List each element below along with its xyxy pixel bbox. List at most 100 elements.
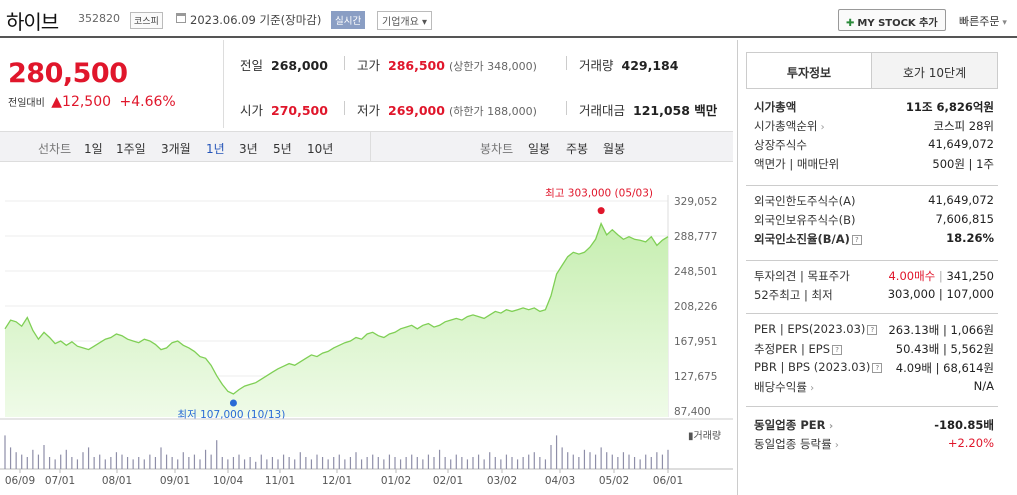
volume-bar (455, 454, 457, 469)
high-label: 최고 303,000 (05/03) (545, 188, 653, 200)
help-icon[interactable]: ? (867, 325, 878, 335)
period-1y[interactable]: 1년 (206, 142, 225, 156)
volume-label: ▮거래량 (688, 430, 721, 442)
volume-bar (115, 452, 118, 469)
period-5y[interactable]: 5년 (273, 142, 292, 156)
amount-label: 거래대금 (579, 103, 626, 118)
stock-code: 352820 (78, 12, 120, 25)
volume-bar (87, 447, 90, 469)
volume-bar (316, 454, 318, 469)
change-label: 전일대비 (8, 98, 45, 109)
prev-label: 전일 (240, 58, 264, 73)
info-value: 코스피 28위 (933, 119, 994, 133)
chevron-right-icon: › (806, 383, 815, 394)
realtime-badge[interactable]: 실시간 (331, 11, 366, 29)
period-1d[interactable]: 1일 (84, 142, 103, 156)
volume-bar (15, 452, 17, 469)
x-tick-label: 02/01 (433, 475, 463, 487)
volume-bar (578, 457, 580, 469)
y-tick-label: 208,226 (674, 301, 718, 313)
info-label: 외국인한도주식수(A) (754, 194, 856, 208)
volume-bar (182, 452, 184, 469)
volume-bar (360, 459, 363, 469)
period-10y[interactable]: 10년 (307, 142, 334, 156)
prev-close: 전일 268,000 (240, 55, 328, 74)
mystock-add-button[interactable]: ✚ MY STOCK 추가 (838, 9, 946, 31)
volume-bar (199, 459, 201, 469)
volume-bar (600, 447, 602, 469)
volume-bar (99, 454, 101, 469)
volume-bar (160, 447, 162, 469)
volume-bar (656, 452, 658, 469)
volume-bar (93, 457, 95, 469)
volume-bar (204, 449, 207, 469)
info-row: 시가총액순위 › 코스피 28위 (754, 118, 994, 136)
volume-bar (110, 457, 112, 469)
volume-bar (511, 457, 513, 469)
upper-limit: (상한가 348,000) (448, 60, 537, 73)
volume-bar (255, 461, 257, 469)
company-overview-dropdown[interactable]: 기업개요 ▾ (377, 11, 433, 30)
help-icon[interactable]: ? (872, 363, 883, 373)
candle-weekly[interactable]: 주봉 (566, 142, 589, 156)
tab-hoga[interactable]: 호가 10단계 (871, 52, 998, 89)
volume-bar (422, 459, 424, 469)
info-row: 외국인한도주식수(A) 41,649,072 (754, 193, 994, 211)
help-icon[interactable]: ? (851, 235, 862, 245)
candle-daily[interactable]: 일봉 (528, 142, 551, 156)
info-value: N/A (973, 379, 994, 393)
period-3m[interactable]: 3개월 (161, 142, 191, 156)
volume-bar (294, 459, 296, 469)
volume-bar (188, 457, 190, 469)
volume-bar (338, 454, 340, 469)
volume-bar (611, 454, 613, 469)
volume-bar (37, 454, 40, 469)
volume-bar (54, 459, 56, 469)
x-tick-label: 08/01 (102, 475, 132, 487)
volume-bar (550, 445, 552, 469)
info-value: 11조 6,826억원 (905, 100, 994, 114)
candle-monthly[interactable]: 월봉 (603, 142, 626, 156)
info-label-wrap: 동일업종 등락률 › (754, 436, 839, 452)
volume-bar (165, 454, 168, 469)
volume-bar (405, 457, 407, 469)
info-label-wrap: 외국인소진율(B/A)? (754, 231, 862, 247)
period-1w[interactable]: 1주일 (116, 142, 146, 156)
volume-bar (399, 459, 402, 469)
volume-bar (461, 457, 463, 469)
volume-bar (516, 459, 519, 469)
volume-bar (65, 449, 67, 469)
high-value: 286,500 (388, 58, 445, 73)
period-3y[interactable]: 3년 (239, 142, 258, 156)
candle-chart-label: 봉차트 (480, 142, 514, 156)
date-text: 2023.06.09 기준(장마감) (190, 13, 322, 27)
volume-bar (555, 435, 558, 469)
volume-bar (494, 457, 496, 469)
volume-bar (282, 454, 285, 469)
volume-bar (321, 457, 324, 469)
volume-bar (238, 454, 240, 469)
tab-investment-info[interactable]: 투자정보 (746, 52, 872, 89)
info-row: 동일업종 등락률 › +2.20% (754, 436, 994, 454)
info-label: 52주최고 | 최저 (754, 288, 833, 302)
volume-bar (589, 452, 591, 469)
y-tick-label: 248,501 (674, 266, 717, 278)
x-tick-label: 10/04 (213, 475, 244, 487)
divider (746, 88, 998, 89)
quick-order-link[interactable]: 빠른주문 ▾ (959, 13, 1007, 29)
price-chart[interactable]: 329,052 288,777 248,501 208,226 167,951 127,6… (0, 183, 733, 495)
help-icon[interactable]: ? (832, 345, 843, 355)
volume-bar (372, 454, 374, 469)
x-tick-label: 12/01 (322, 475, 352, 487)
volume-bar (193, 454, 196, 469)
volume-bar (639, 459, 641, 469)
info-label: 시가총액순위 (754, 119, 818, 133)
info-value: 41,649,072 (928, 193, 994, 207)
x-tick-label: 05/02 (599, 475, 629, 487)
volume-bar (327, 459, 329, 469)
info-label-wrap: PBR | BPS (2023.03)? (754, 360, 883, 374)
info-label-wrap: 시가총액순위 › (754, 118, 825, 134)
chevron-down-icon: ▾ (418, 17, 428, 28)
info-row: PER | EPS(2023.03)? 263.13배 | 1,066원 (754, 322, 994, 340)
volume-bar (43, 445, 45, 469)
